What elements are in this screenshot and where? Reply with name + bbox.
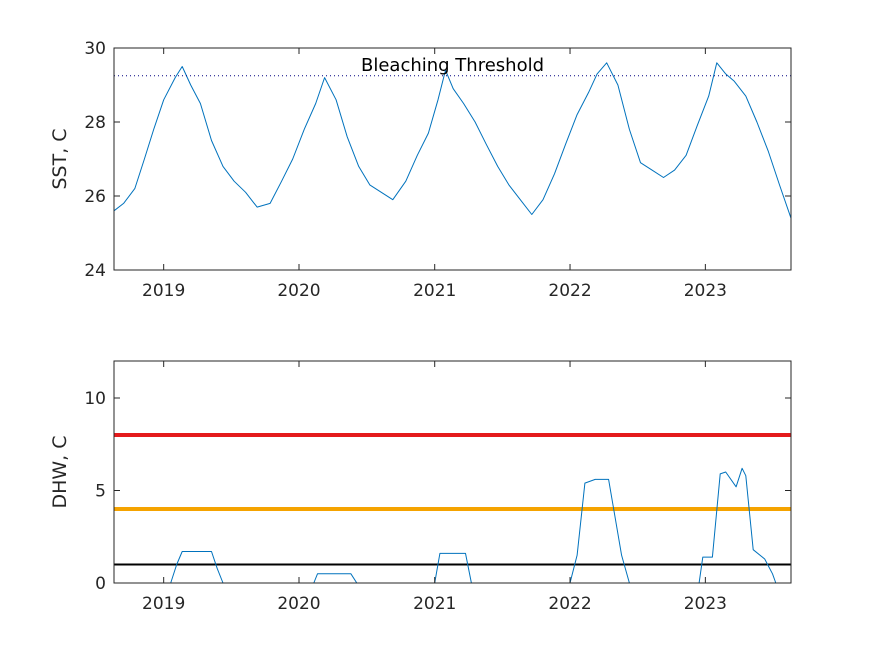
sst-xtick-label-3: 2022 [548, 281, 591, 301]
sst-ylabel: SST, C [49, 128, 71, 189]
sst-axes-box [113, 47, 792, 271]
sst-xtick-label-2: 2021 [413, 281, 456, 301]
bleaching-threshold-label: Bleaching Threshold [361, 55, 544, 76]
dhw-series-line-0 [114, 467, 791, 584]
dhw-ytick-label-2: 10 [84, 389, 106, 409]
sst-plot-area [114, 48, 791, 270]
sst-xtick-label-1: 2020 [277, 281, 320, 301]
dhw-xtick-label-4: 2023 [684, 594, 727, 614]
dhw-xtick-label-0: 2019 [142, 594, 185, 614]
dhw-axes-box [113, 360, 792, 584]
sst-xtick-label-4: 2023 [684, 281, 727, 301]
sst-xtick-label-0: 2019 [142, 281, 185, 301]
sst-plot-content: Bleaching Threshold [113, 55, 792, 219]
dhw-panel: 2019 2020 2021 2022 2023 0 5 10 DHW, C [49, 360, 792, 614]
dhw-plot-content [114, 433, 791, 584]
dhw-ylabel: DHW, C [49, 435, 71, 508]
dhw-plot-area [114, 361, 791, 583]
sst-series-line-0 [113, 62, 792, 219]
dhw-ytick-label-1: 5 [95, 482, 106, 502]
sst-ticks: 2019 2020 2021 2022 2023 24 26 28 30 [84, 39, 791, 301]
sst-ytick-label-2: 28 [84, 113, 106, 133]
sst-panel: Bleaching Threshold 2019 2020 2021 2022 2023… [49, 39, 792, 301]
dhw-xtick-label-3: 2022 [548, 594, 591, 614]
dhw-xtick-label-2: 2021 [413, 594, 456, 614]
dhw-ytick-label-0: 0 [95, 574, 106, 594]
dhw-xtick-label-1: 2020 [277, 594, 320, 614]
sst-ytick-label-3: 30 [84, 39, 106, 59]
dhw-ticks: 2019 2020 2021 2022 2023 0 5 10 [84, 361, 791, 614]
sst-ytick-label-1: 26 [84, 187, 106, 207]
sst-ytick-label-0: 24 [84, 261, 106, 281]
